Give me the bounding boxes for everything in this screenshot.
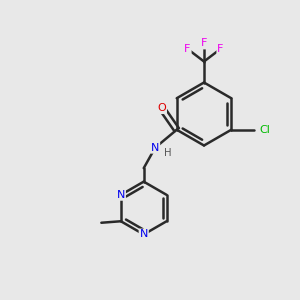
Text: H: H [164, 148, 172, 158]
Text: Cl: Cl [259, 125, 270, 135]
Text: N: N [151, 143, 159, 153]
Text: N: N [117, 190, 125, 200]
Text: F: F [217, 44, 224, 54]
Text: O: O [157, 103, 166, 113]
Text: F: F [184, 44, 191, 54]
Text: F: F [201, 38, 207, 49]
Text: N: N [140, 230, 148, 239]
